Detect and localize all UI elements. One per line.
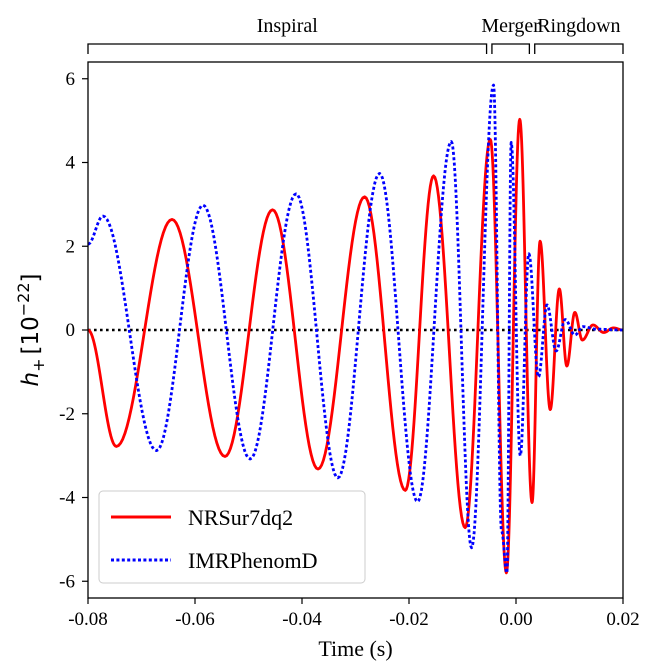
y-tick-label: 4 — [66, 153, 76, 174]
y-tick-label: 0 — [66, 320, 76, 341]
y-tick-label: -6 — [59, 571, 75, 592]
phase-bracket-inspiral — [87, 43, 488, 54]
x-tick-label: 0.00 — [499, 609, 532, 630]
phase-bracket-merger — [491, 43, 531, 54]
x-axis-title: Time (s) — [318, 636, 392, 661]
series-line-nrsur7dq2 — [87, 117, 625, 575]
series-line-imrphenomd — [87, 83, 624, 575]
phase-label-inspiral: Inspiral — [257, 15, 319, 37]
x-tick-label: -0.06 — [175, 609, 215, 630]
y-axis-units-exponent: −22 — [14, 282, 33, 316]
phase-label-merger: Merger — [481, 15, 540, 37]
legend-label-nrsur7dq2: NRSur7dq2 — [188, 505, 293, 530]
series-lines — [87, 83, 625, 575]
phase-label-ringdown: Ringdown — [537, 15, 620, 37]
y-tick-label: -2 — [59, 404, 75, 425]
y-axis-title: h+ [10−22] — [14, 274, 48, 387]
x-tick-label: -0.08 — [68, 609, 108, 630]
y-axis-units-close: ] — [18, 274, 44, 283]
legend: NRSur7dq2 IMRPhenomD — [98, 490, 366, 584]
y-axis-symbol: h — [18, 372, 44, 387]
x-tick-label: -0.04 — [282, 609, 322, 630]
y-axis-units-open: [10 — [18, 316, 44, 354]
x-tick-label: 0.02 — [606, 609, 639, 630]
x-tick-label: -0.02 — [389, 609, 429, 630]
phase-bracket-ringdown — [534, 43, 624, 54]
y-tick-label: 2 — [66, 236, 76, 257]
y-axis-ticks: -6 -4 -2 0 2 4 6 — [59, 69, 88, 592]
legend-label-imrphenomd: IMRPhenomD — [188, 548, 318, 573]
x-axis-ticks: -0.08 -0.06 -0.04 -0.02 0.00 0.02 — [68, 598, 640, 630]
y-tick-label: 6 — [66, 69, 76, 90]
y-tick-label: -4 — [59, 488, 75, 509]
y-axis-subscript: + — [29, 359, 48, 372]
